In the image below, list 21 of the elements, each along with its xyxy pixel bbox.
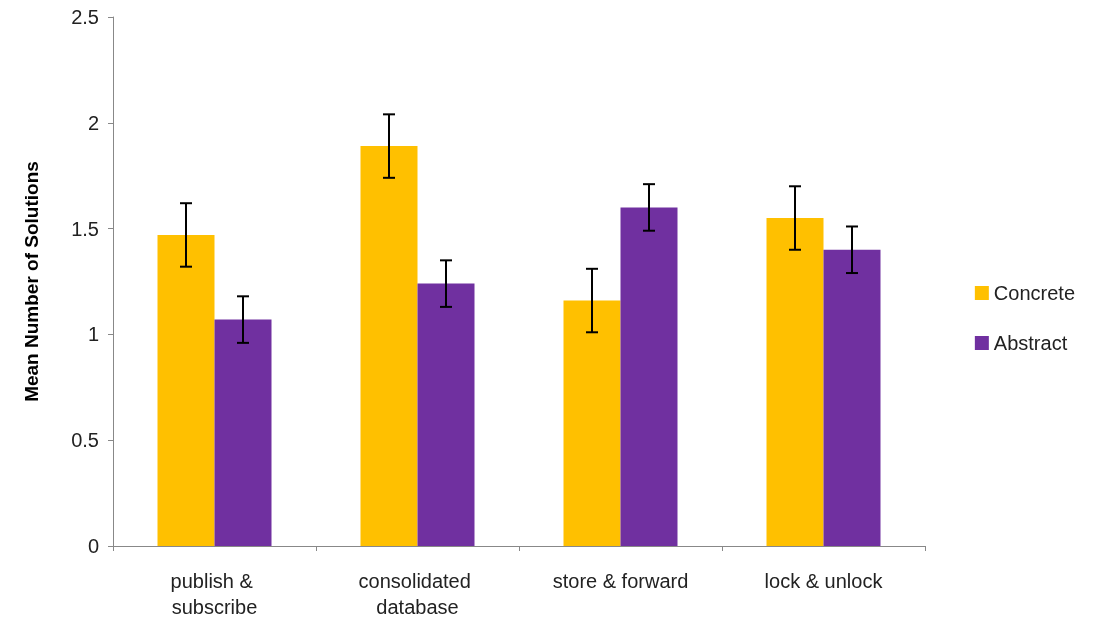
y-tick-label: 2 [87,111,99,134]
y-tick-label: 0 [87,535,99,557]
legend-label: Concrete [993,282,1075,304]
x-tick-label: publish & subscribe [170,570,259,618]
y-tick-label: 1.5 [71,217,99,240]
bar [417,283,475,546]
bar [214,319,272,546]
legend-label: Abstract [993,332,1068,354]
y-axis-title: Mean Number of Solutions [21,161,42,402]
bar [823,249,881,546]
bar [620,207,678,546]
y-tick-label: 0.5 [71,429,99,452]
bar [360,146,418,546]
x-tick-label: lock & unlock [764,570,884,592]
bar [766,218,824,546]
x-tick-label: store & forward [552,570,689,592]
x-tick-label: consolidated database [358,570,477,618]
bar [157,234,215,546]
y-tick-label: 2.5 [71,6,99,28]
y-tick-label: 1 [87,323,99,346]
bar [563,300,621,546]
